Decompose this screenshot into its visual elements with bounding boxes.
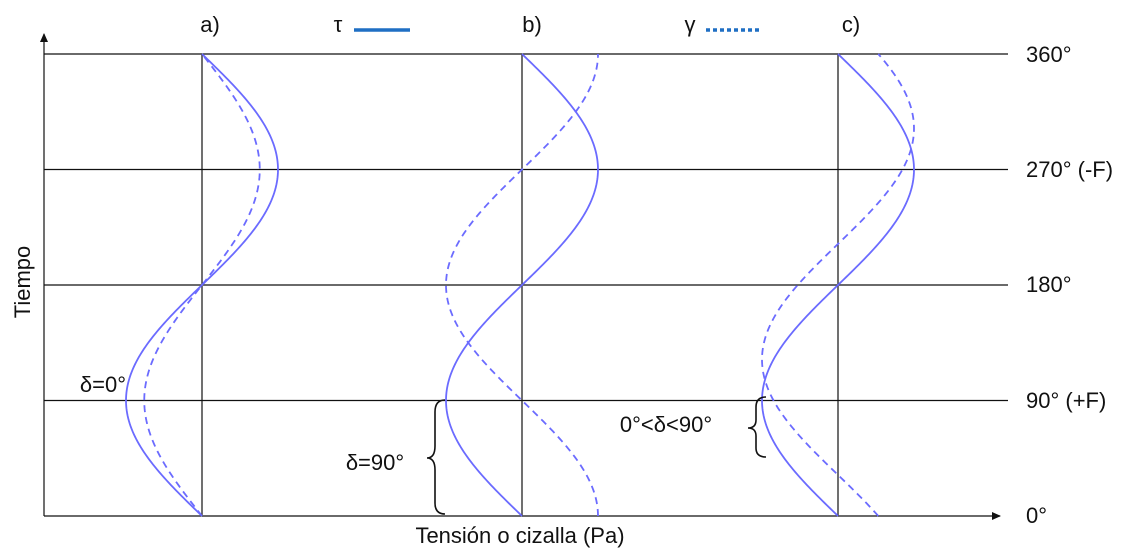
panel-label-b: b) <box>522 12 542 37</box>
stress-curve-c <box>761 53 915 517</box>
legend-tau-symbol: τ <box>334 12 343 37</box>
y-axis-title: Tiempo <box>10 246 35 319</box>
strain-curve-a <box>143 53 261 517</box>
time-gridlines <box>44 53 1008 402</box>
time-label-180: 180° <box>1026 272 1072 297</box>
time-label-270: 270° (-F) <box>1026 157 1113 182</box>
phase-brace-c <box>747 396 767 458</box>
panel-label-c: c) <box>842 12 860 37</box>
waveforms <box>125 53 915 517</box>
phase-label-c: 0°<δ<90° <box>620 412 712 437</box>
stress-curve-a <box>125 53 279 517</box>
time-label-0: 0° <box>1026 503 1047 528</box>
stress-curve-b <box>445 53 599 517</box>
strain-curve-c <box>761 53 915 517</box>
legend-gamma-symbol: γ <box>685 12 696 37</box>
panel-label-a: a) <box>200 12 220 37</box>
legend: τ γ <box>334 12 762 37</box>
time-label-90: 90° (+F) <box>1026 388 1106 413</box>
x-axis-title: Tensión o cizalla (Pa) <box>415 523 624 548</box>
strain-curve-b <box>445 53 599 517</box>
time-label-360: 360° <box>1026 42 1072 67</box>
phase-label-b: δ=90° <box>346 450 404 475</box>
phase-label-a: δ=0° <box>80 372 126 397</box>
phase-brace-b <box>426 399 446 515</box>
